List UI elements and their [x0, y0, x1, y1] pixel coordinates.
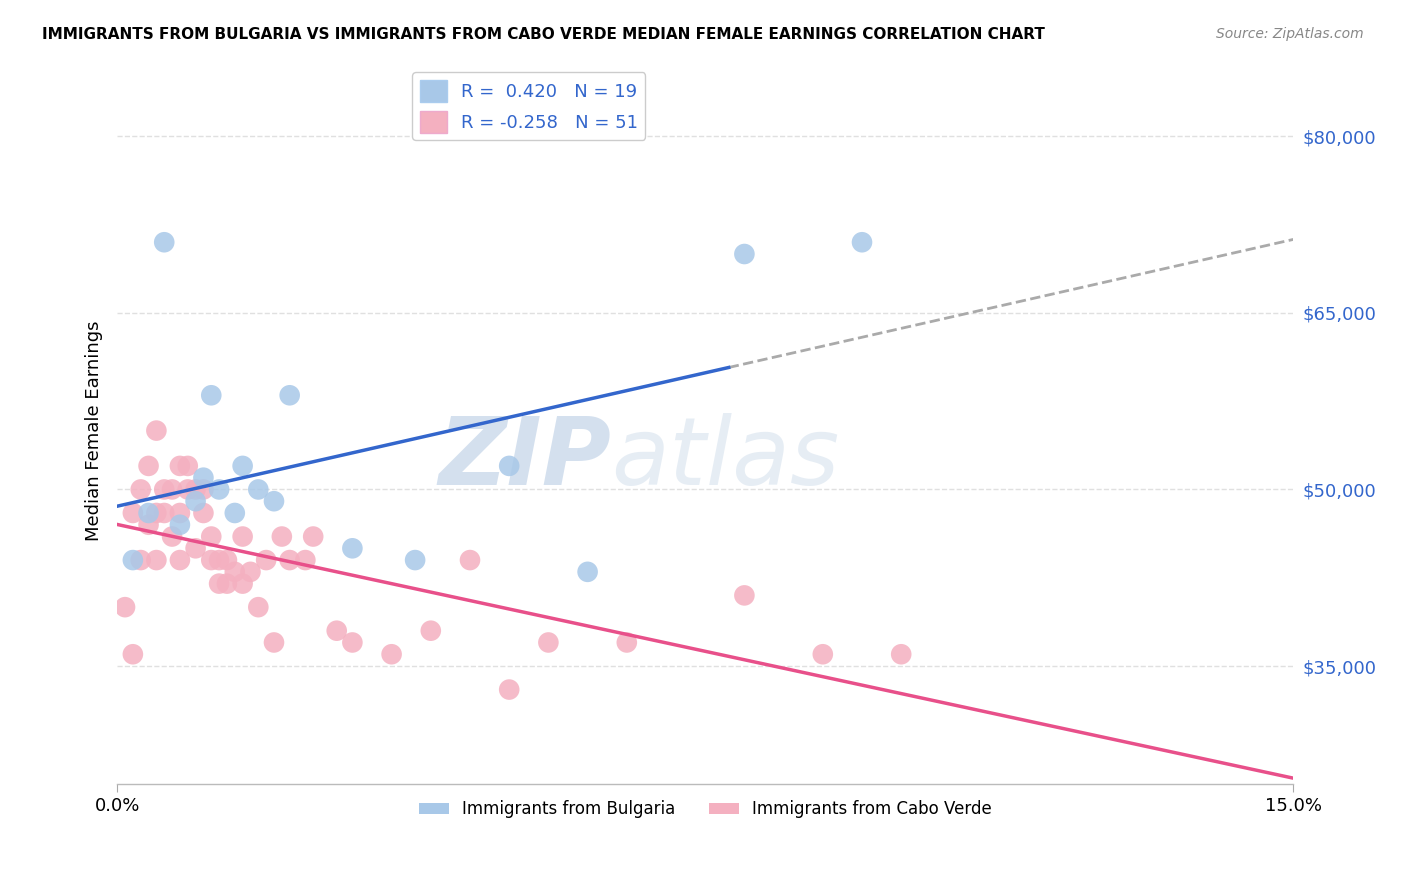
Point	[153, 235, 176, 250]
Point	[138, 517, 160, 532]
Point	[458, 553, 481, 567]
Point	[239, 565, 262, 579]
Point	[193, 483, 215, 497]
Point	[890, 647, 912, 661]
Point	[263, 635, 285, 649]
Point	[153, 506, 176, 520]
Point	[733, 588, 755, 602]
Point	[122, 506, 145, 520]
Point	[184, 483, 207, 497]
Point	[537, 635, 560, 649]
Point	[122, 647, 145, 661]
Point	[254, 553, 277, 567]
Point	[169, 506, 191, 520]
Text: IMMIGRANTS FROM BULGARIA VS IMMIGRANTS FROM CABO VERDE MEDIAN FEMALE EARNINGS CO: IMMIGRANTS FROM BULGARIA VS IMMIGRANTS F…	[42, 27, 1045, 42]
Point	[138, 458, 160, 473]
Point	[200, 529, 222, 543]
Point	[811, 647, 834, 661]
Point	[208, 576, 231, 591]
Point	[498, 682, 520, 697]
Point	[419, 624, 441, 638]
Point	[145, 506, 167, 520]
Point	[278, 553, 301, 567]
Point	[325, 624, 347, 638]
Point	[122, 553, 145, 567]
Point	[215, 553, 238, 567]
Point	[294, 553, 316, 567]
Point	[342, 635, 364, 649]
Text: Source: ZipAtlas.com: Source: ZipAtlas.com	[1216, 27, 1364, 41]
Y-axis label: Median Female Earnings: Median Female Earnings	[86, 320, 103, 541]
Point	[208, 483, 231, 497]
Point	[232, 458, 254, 473]
Point	[169, 517, 191, 532]
Point	[200, 553, 222, 567]
Point	[208, 553, 231, 567]
Legend: Immigrants from Bulgaria, Immigrants from Cabo Verde: Immigrants from Bulgaria, Immigrants fro…	[412, 794, 998, 825]
Point	[200, 388, 222, 402]
Point	[498, 458, 520, 473]
Point	[851, 235, 873, 250]
Point	[616, 635, 638, 649]
Point	[145, 553, 167, 567]
Point	[129, 483, 152, 497]
Point	[193, 506, 215, 520]
Point	[215, 576, 238, 591]
Point	[138, 506, 160, 520]
Point	[263, 494, 285, 508]
Point	[232, 576, 254, 591]
Point	[247, 483, 270, 497]
Point	[404, 553, 426, 567]
Point	[184, 541, 207, 556]
Point	[381, 647, 404, 661]
Point	[302, 529, 325, 543]
Point	[224, 506, 246, 520]
Point	[270, 529, 292, 543]
Point	[145, 424, 167, 438]
Point	[114, 600, 136, 615]
Text: atlas: atlas	[612, 413, 839, 504]
Point	[184, 494, 207, 508]
Point	[342, 541, 364, 556]
Point	[232, 529, 254, 543]
Point	[160, 483, 183, 497]
Point	[169, 458, 191, 473]
Point	[153, 483, 176, 497]
Point	[129, 553, 152, 567]
Text: ZIP: ZIP	[439, 413, 612, 505]
Point	[278, 388, 301, 402]
Point	[177, 483, 200, 497]
Point	[224, 565, 246, 579]
Point	[247, 600, 270, 615]
Point	[160, 529, 183, 543]
Point	[177, 458, 200, 473]
Point	[193, 471, 215, 485]
Point	[733, 247, 755, 261]
Point	[576, 565, 599, 579]
Point	[169, 553, 191, 567]
